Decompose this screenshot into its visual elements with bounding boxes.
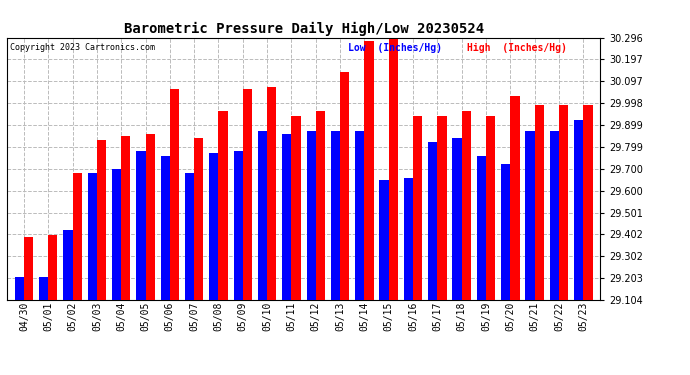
Bar — [453, 138, 462, 300]
Text: High  (Inches/Hg): High (Inches/Hg) — [466, 43, 566, 53]
Bar — [72, 173, 82, 300]
Bar — [63, 230, 72, 300]
Bar — [355, 131, 364, 300]
Bar — [316, 111, 325, 300]
Bar — [306, 131, 316, 300]
Bar — [437, 116, 446, 300]
Text: Low  (Inches/Hg): Low (Inches/Hg) — [348, 43, 442, 53]
Bar — [550, 131, 559, 300]
Bar — [559, 105, 568, 300]
Bar — [486, 116, 495, 300]
Bar — [97, 140, 106, 300]
Bar — [112, 169, 121, 300]
Title: Barometric Pressure Daily High/Low 20230524: Barometric Pressure Daily High/Low 20230… — [124, 22, 484, 36]
Bar — [511, 96, 520, 300]
Bar — [380, 180, 388, 300]
Bar — [146, 134, 155, 300]
Bar — [39, 277, 48, 300]
Bar — [462, 111, 471, 300]
Bar — [24, 237, 33, 300]
Bar — [194, 138, 204, 300]
Bar — [291, 116, 301, 300]
Text: Copyright 2023 Cartronics.com: Copyright 2023 Cartronics.com — [10, 43, 155, 52]
Bar — [340, 72, 349, 300]
Bar — [413, 116, 422, 300]
Bar — [185, 173, 194, 300]
Bar — [331, 131, 340, 300]
Bar — [574, 120, 583, 300]
Bar — [121, 136, 130, 300]
Bar — [258, 131, 267, 300]
Bar — [14, 277, 24, 300]
Bar — [535, 105, 544, 300]
Bar — [477, 156, 486, 300]
Bar — [583, 105, 593, 300]
Bar — [364, 41, 374, 300]
Bar — [267, 87, 277, 300]
Bar — [137, 151, 146, 300]
Bar — [501, 164, 511, 300]
Bar — [282, 134, 291, 300]
Bar — [233, 151, 243, 300]
Bar — [428, 142, 437, 300]
Bar — [161, 156, 170, 300]
Bar — [525, 131, 535, 300]
Bar — [219, 111, 228, 300]
Bar — [388, 39, 398, 300]
Bar — [243, 90, 252, 300]
Bar — [404, 177, 413, 300]
Bar — [170, 90, 179, 300]
Bar — [48, 235, 57, 300]
Bar — [209, 153, 219, 300]
Bar — [88, 173, 97, 300]
